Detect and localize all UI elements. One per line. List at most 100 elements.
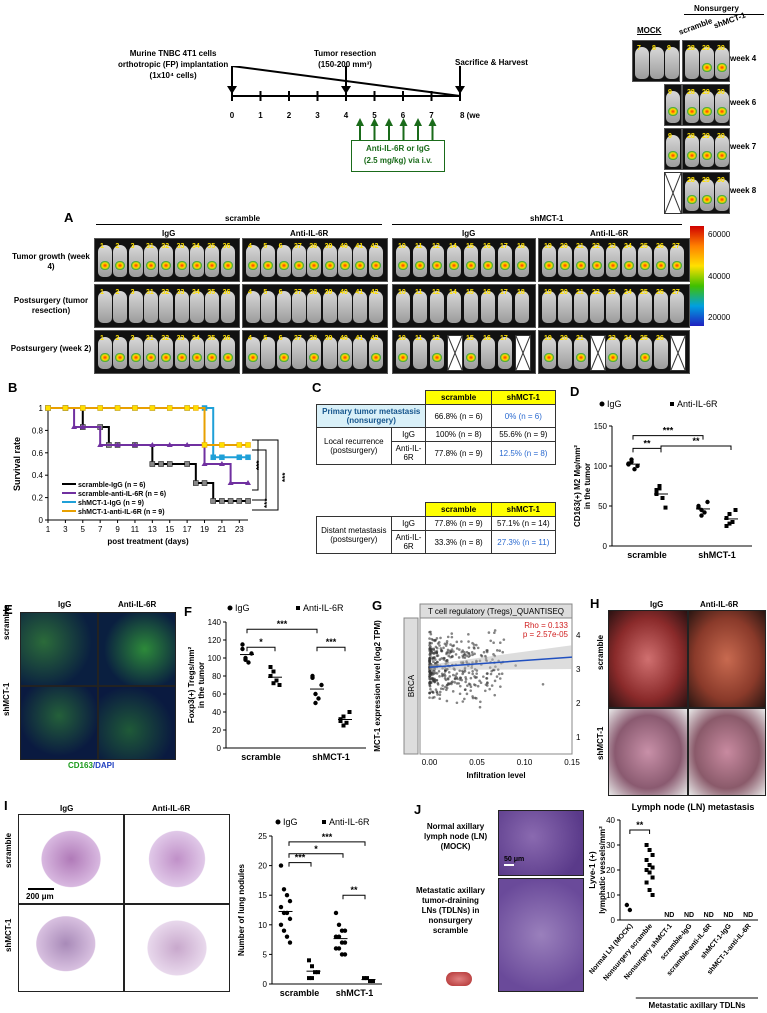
survival-point xyxy=(236,454,243,461)
panel-e-label: E xyxy=(4,602,13,617)
data-point xyxy=(473,675,476,678)
panel-c-label: C xyxy=(312,380,322,395)
mouse-image xyxy=(638,291,652,323)
mouse-image xyxy=(190,245,204,277)
mouse-image xyxy=(396,337,410,369)
survival-point xyxy=(131,441,138,447)
data-point xyxy=(461,669,464,673)
data-point xyxy=(502,638,506,641)
survival-point xyxy=(227,480,234,486)
data-point xyxy=(485,672,489,675)
survival-point xyxy=(149,441,156,447)
data-point xyxy=(644,868,649,872)
survival-line xyxy=(48,407,248,459)
stain-dapi: /DAPI xyxy=(92,761,115,770)
y-tick-label: 40 xyxy=(212,708,221,717)
x-tick-label: 0.15 xyxy=(564,758,580,767)
if-image xyxy=(20,612,98,686)
sig-bracket xyxy=(246,628,318,634)
data-point xyxy=(495,649,499,652)
sig-label: *** xyxy=(663,426,674,436)
survival-point xyxy=(184,441,191,447)
survival-point xyxy=(166,405,173,411)
data-point xyxy=(654,488,659,492)
legend-marker xyxy=(227,605,233,611)
mouse-id: 25 xyxy=(640,335,648,342)
mouse-image xyxy=(638,245,652,277)
data-point xyxy=(443,674,447,678)
data-point xyxy=(450,632,454,635)
week-label: week 8 xyxy=(730,186,757,195)
legend-marker xyxy=(275,819,281,825)
data-point xyxy=(316,696,321,701)
mouse-id: 33 xyxy=(176,289,185,296)
c-igg: IgG xyxy=(390,516,427,531)
data-point xyxy=(435,637,439,640)
data-point xyxy=(438,693,442,696)
mouse-image xyxy=(430,245,444,277)
data-point xyxy=(271,669,276,674)
timeline-tick-label: 6 xyxy=(401,111,406,120)
survival-point xyxy=(114,405,121,411)
mouse-image xyxy=(368,337,383,369)
mouse-id: 12 xyxy=(432,243,440,250)
data-point xyxy=(432,679,436,683)
mouse-id: 25 xyxy=(640,289,648,296)
data-point xyxy=(428,637,431,640)
cd163-chart: 0 50 100 150 scramble shMCT-1 CD163(+) M2 Mφ/m… xyxy=(573,399,752,560)
data-point xyxy=(443,677,447,680)
mouse-id: 40 xyxy=(340,289,348,296)
ivis-image: 4 5 6 37 38 39 40 41 42 xyxy=(242,284,388,328)
data-point xyxy=(447,682,451,686)
data-point xyxy=(493,693,497,697)
timeline-tick-label: 7 xyxy=(429,111,434,120)
mouse-image xyxy=(128,245,143,277)
mouse-id: 17 xyxy=(500,335,508,342)
data-point xyxy=(342,940,348,945)
data-point xyxy=(445,640,449,643)
mouse-image xyxy=(128,291,143,323)
nd-label: ND xyxy=(704,912,714,919)
ivis-image: 28 29 30 xyxy=(682,40,730,82)
y-axis-label: lymphatic vessels/mm² xyxy=(598,826,607,914)
panel-h-label: H xyxy=(590,596,600,611)
mouse-id: 17 xyxy=(500,289,508,296)
data-point xyxy=(727,521,732,526)
data-point xyxy=(444,659,448,663)
data-point xyxy=(336,934,342,939)
lyve1-chart: Lymph node (LN) metastasis 0 10 20 30 40 Lyve-… xyxy=(588,802,758,1010)
data-point xyxy=(493,631,496,635)
data-point xyxy=(313,691,318,697)
data-point xyxy=(451,673,455,677)
mouse-image xyxy=(574,291,588,323)
mouse-image xyxy=(670,291,684,323)
resection-label: Tumor resection (150-200 mm³) xyxy=(314,49,377,69)
mouse-id: 23 xyxy=(608,335,616,342)
mouse-id: 20 xyxy=(560,243,568,250)
data-point xyxy=(431,658,434,661)
data-point xyxy=(445,688,448,692)
data-point xyxy=(435,678,439,682)
data-point xyxy=(442,646,445,650)
data-point xyxy=(650,875,655,880)
data-point xyxy=(430,677,434,680)
mouse-id: 2 xyxy=(115,243,120,250)
data-point xyxy=(460,650,464,654)
mouse-id: 21 xyxy=(576,243,584,250)
metastatic-ln-label: Metastatic axillary tumor-draining LNs (TD… xyxy=(416,886,485,935)
mouse-image xyxy=(447,245,461,277)
data-point xyxy=(485,650,489,654)
mouse-id: 10 xyxy=(398,243,406,250)
data-point xyxy=(240,642,245,647)
data-point xyxy=(500,672,504,676)
ivis-image: 9 xyxy=(664,128,682,170)
data-point xyxy=(438,644,441,647)
data-point xyxy=(449,643,452,646)
data-point xyxy=(647,848,652,852)
i-shmct1: shMCT-1 xyxy=(4,918,13,952)
data-point xyxy=(446,635,450,639)
mouse-image xyxy=(113,245,128,277)
i-igg: IgG xyxy=(60,804,74,813)
mouse-id: 40 xyxy=(340,335,348,342)
